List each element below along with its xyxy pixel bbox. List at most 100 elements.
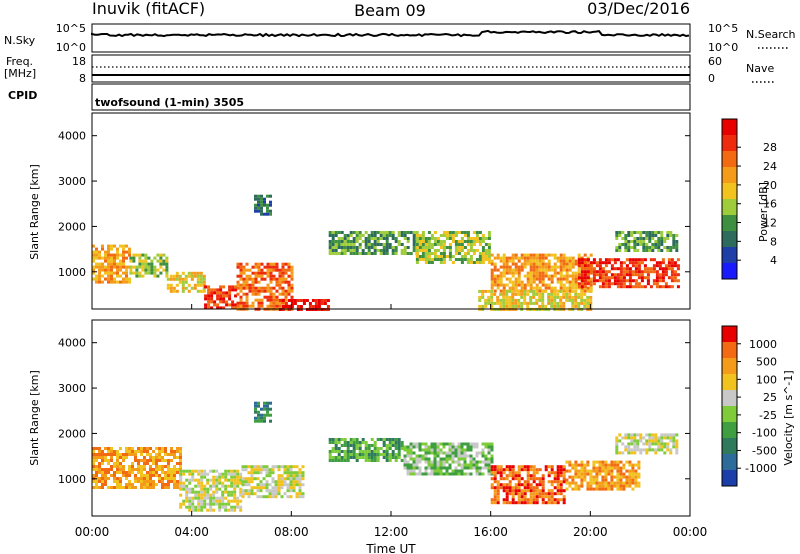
velocity-cell [257,413,260,417]
power-cell [499,292,503,296]
velocity-cell [520,483,524,487]
power-colorbar-tick-label: 4 [770,254,777,267]
velocity-cell [104,477,107,480]
power-cell [418,255,422,258]
power-cell [169,289,173,293]
velocity-cell [502,486,506,490]
velocity-cell [167,471,170,474]
velocity-cell [185,493,189,497]
power-cell [646,279,650,283]
velocity-cell [119,486,122,489]
power-cell [556,292,560,296]
velocity-cell [412,457,416,461]
power-cell [225,303,229,307]
velocity-cell [170,468,173,471]
power-cell [478,243,482,246]
time-tick-label: 20:00 [573,525,608,539]
velocity-cell [289,495,293,499]
velocity-cell [484,454,488,458]
power-cell [517,265,521,269]
velocity-cell [101,477,104,480]
power-cell [370,237,374,240]
power-cell [559,268,563,272]
velocity-cell [301,471,305,475]
power-cell [571,271,575,275]
velocity-cell [615,448,619,452]
power-cell [496,301,500,305]
velocity-cell [298,471,302,475]
velocity-cell [574,460,578,464]
power-cell [648,240,652,243]
power-cell [175,289,179,293]
velocity-cell [194,505,198,509]
velocity-cell [158,465,161,468]
velocity-cell [538,495,542,499]
power-cell [583,292,587,296]
velocity-cell [119,462,122,465]
velocity-cell [98,480,101,483]
velocity-cell [538,483,542,487]
velocity-cell [250,492,254,496]
power-cell [442,234,446,237]
power-cell [293,299,297,302]
velocity-cell [337,456,341,459]
power-cell [649,285,653,289]
velocity-cell [619,481,623,485]
power-cell [624,237,628,240]
power-cell [532,268,536,272]
power-cell [251,283,255,287]
velocity-cell [397,447,401,450]
velocity-cell [176,468,179,471]
velocity-cell [209,496,213,500]
power-cell [517,304,521,308]
power-cell [520,286,524,290]
velocity-cell [167,486,170,489]
power-cell [436,255,440,258]
power-cell [110,253,113,257]
velocity-cell [496,495,500,499]
power-cell [430,243,434,246]
power-cell [269,277,273,281]
velocity-cell [263,404,266,408]
velocity-cell [660,448,664,452]
power-cell [505,289,509,293]
velocity-cell [259,495,263,499]
velocity-cell [630,451,634,455]
power-cell [403,252,407,255]
velocity-cell [346,444,350,447]
velocity-cell [164,483,167,486]
velocity-cell [352,453,356,456]
power-cell [125,274,128,278]
velocity-cell [502,501,506,505]
power-cell [619,276,623,280]
power-cell [421,240,425,243]
velocity-cell [583,472,587,476]
power-cell [110,247,113,251]
power-cell [290,286,294,290]
power-cell [505,292,509,296]
power-cell [559,286,563,290]
power-cell [391,249,395,252]
velocity-cell [95,456,98,459]
power-cell [634,279,638,283]
velocity-cell [391,444,395,447]
velocity-cell [433,445,437,449]
velocity-cell [221,499,225,503]
velocity-cell [262,477,266,481]
power-cell [520,265,524,269]
power-cell [637,285,641,289]
velocity-cell [128,447,131,450]
power-cell [138,256,142,260]
velocity-cell [526,477,530,481]
velocity-cell [624,445,628,449]
station-title: Inuvik (fitACF) [92,0,205,18]
velocity-cell [550,501,554,505]
power-cell [577,304,581,308]
power-cell [627,246,631,249]
power-cell [98,268,101,272]
power-cell [92,271,95,275]
power-cell [633,243,637,246]
velocity-cell [496,489,500,493]
velocity-cell [547,480,551,484]
velocity-cell [541,486,545,490]
